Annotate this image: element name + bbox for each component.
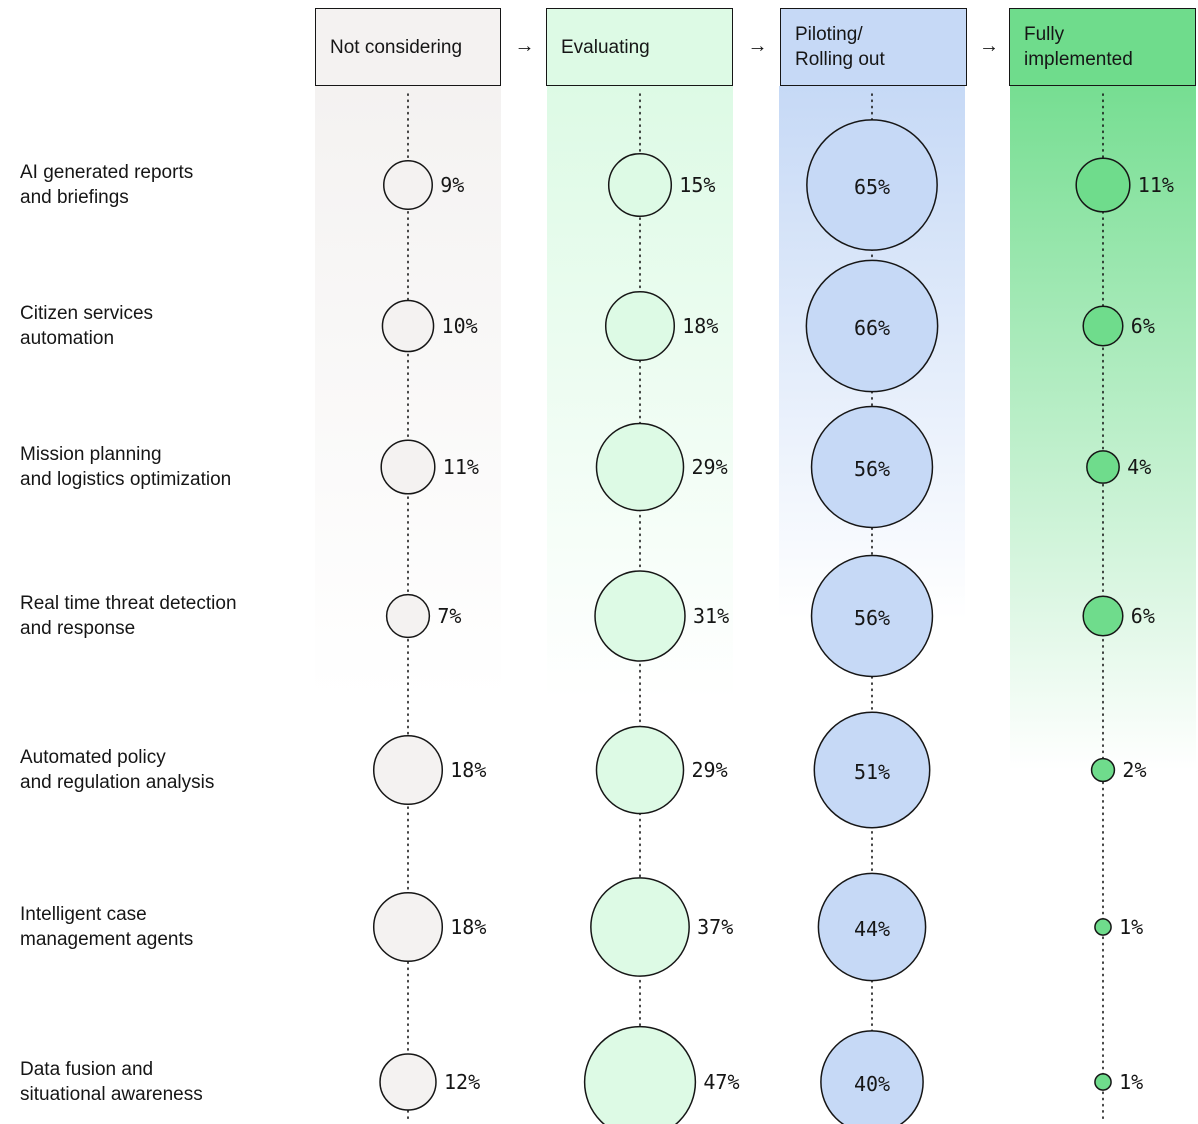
value-label: 18% xyxy=(682,314,718,338)
bubble xyxy=(1082,595,1124,637)
stage-arrow-icon: → xyxy=(979,35,999,57)
bubble xyxy=(810,554,934,678)
value-label: 10% xyxy=(442,314,478,338)
bubble xyxy=(372,891,444,963)
stage-header-label: Evaluating xyxy=(561,36,650,58)
bubble xyxy=(1094,1073,1112,1091)
value-label: 6% xyxy=(1131,314,1155,338)
value-label: 15% xyxy=(679,173,715,197)
value-label: 44% xyxy=(854,917,890,941)
stage-header-label: Not considering xyxy=(330,36,463,58)
bubble xyxy=(810,405,934,529)
value-label: 29% xyxy=(692,455,728,479)
value-label: 37% xyxy=(697,915,733,939)
bubble xyxy=(607,152,673,218)
value-label: 1% xyxy=(1119,915,1143,939)
bubble xyxy=(813,711,931,829)
stage-arrow-icon: → xyxy=(747,35,768,57)
bubble xyxy=(380,439,436,495)
value-label: 56% xyxy=(854,457,890,481)
value-label: 7% xyxy=(437,604,461,628)
bubble xyxy=(594,570,686,662)
row-label: Automated policy and regulation analysis xyxy=(20,747,215,793)
bubble xyxy=(595,422,685,512)
bubble xyxy=(372,734,444,806)
row-label: Real time threat detection and response xyxy=(20,593,237,639)
bubble xyxy=(1090,757,1116,783)
value-label: 29% xyxy=(692,758,728,782)
bubble xyxy=(820,1030,924,1124)
bubble xyxy=(806,119,938,251)
value-label: 11% xyxy=(443,455,479,479)
bubble xyxy=(583,1025,697,1124)
value-label: 1% xyxy=(1119,1070,1143,1094)
bubble xyxy=(383,160,433,210)
stage-header-1: Evaluating xyxy=(546,8,733,86)
bubble xyxy=(385,593,431,639)
bubble xyxy=(595,725,685,815)
row-label: Intelligent case management agents xyxy=(20,904,194,950)
value-label: 12% xyxy=(444,1070,480,1094)
bubble xyxy=(1094,918,1112,936)
bubble xyxy=(604,290,676,362)
value-label: 31% xyxy=(693,604,729,628)
value-label: 9% xyxy=(440,173,464,197)
row-label: Citizen services automation xyxy=(20,303,154,349)
bubble xyxy=(805,259,939,393)
stage-header-label: Fully implemented xyxy=(1024,24,1133,70)
row-label: Data fusion and situational awareness xyxy=(20,1059,203,1105)
bubble xyxy=(379,1053,437,1111)
stage-header-2: Piloting/ Rolling out xyxy=(780,8,967,86)
bubble xyxy=(590,877,690,977)
value-label: 6% xyxy=(1131,604,1155,628)
value-label: 4% xyxy=(1127,455,1151,479)
stage-header-3: Fully implemented xyxy=(1009,8,1196,86)
value-label: 2% xyxy=(1122,758,1146,782)
stage-header-label: Piloting/ Rolling out xyxy=(795,24,885,70)
row-label: AI generated reports and briefings xyxy=(20,162,194,208)
value-label: 40% xyxy=(854,1072,890,1096)
stage-header-0: Not considering xyxy=(315,8,501,86)
bubble xyxy=(381,299,435,353)
value-label: 65% xyxy=(854,175,890,199)
value-label: 56% xyxy=(854,606,890,630)
value-label: 51% xyxy=(854,760,890,784)
value-label: 11% xyxy=(1138,173,1174,197)
value-label: 18% xyxy=(450,758,486,782)
value-label: 66% xyxy=(854,316,890,340)
row-label: Mission planning and logistics optimizat… xyxy=(20,444,232,490)
value-label: 18% xyxy=(450,915,486,939)
bubble xyxy=(1082,305,1124,347)
value-label: 47% xyxy=(703,1070,739,1094)
stage-arrow-icon: → xyxy=(514,35,535,57)
bubble xyxy=(1086,450,1120,484)
bubble xyxy=(817,872,927,982)
bubble xyxy=(1075,157,1131,213)
